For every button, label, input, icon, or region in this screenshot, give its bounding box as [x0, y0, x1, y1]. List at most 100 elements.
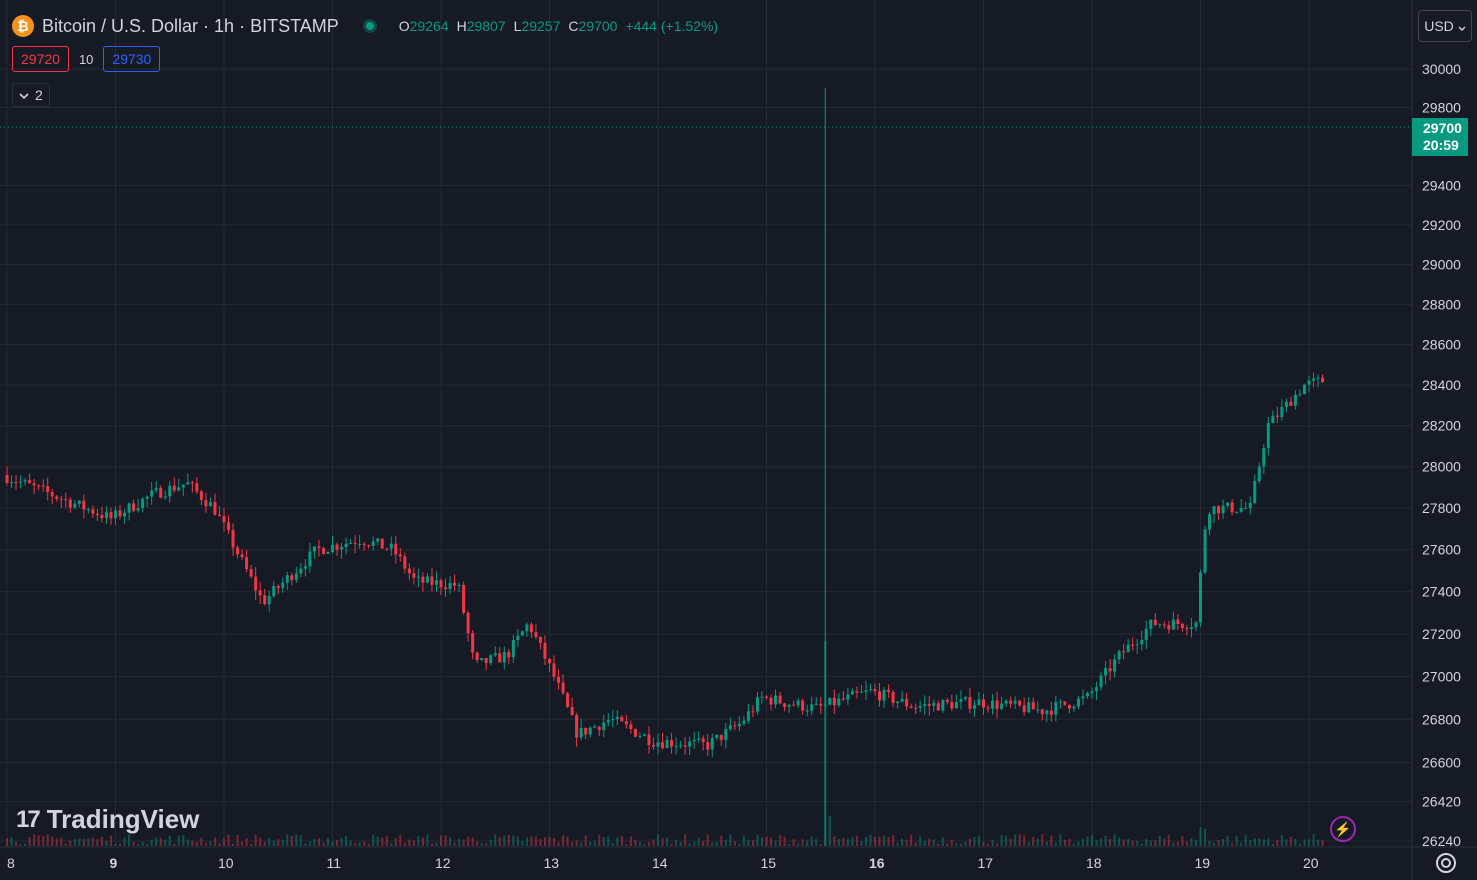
candle: [588, 726, 592, 738]
candle-body: [936, 703, 940, 711]
candle-body: [222, 516, 226, 523]
candle: [520, 630, 524, 637]
candle-body: [294, 573, 298, 581]
candle: [891, 689, 895, 708]
candle: [1090, 687, 1094, 699]
tradingview-logo[interactable]: 17 TradingView: [16, 804, 199, 835]
candle-body: [1063, 701, 1067, 705]
candle-body: [1095, 687, 1099, 692]
volume-bar: [1000, 835, 1003, 846]
candle: [597, 725, 601, 737]
candle: [679, 740, 683, 749]
candle-body: [1307, 380, 1311, 385]
candle: [611, 709, 615, 728]
volume-bar: [19, 843, 22, 846]
candle-body: [656, 742, 660, 747]
candle-body: [236, 547, 240, 555]
volume-bar: [539, 838, 542, 846]
volume-bar: [426, 834, 429, 846]
volume-bar: [602, 836, 605, 846]
candle-body: [706, 742, 710, 750]
market-status-icon[interactable]: [362, 19, 377, 33]
price-tick-label: 27600: [1422, 542, 1461, 558]
candle-body: [760, 696, 764, 698]
candle-body: [1009, 700, 1013, 704]
candle-body: [267, 596, 271, 605]
volume-bar: [1167, 835, 1170, 846]
candle-body: [787, 704, 791, 707]
sell-button[interactable]: 29720: [12, 46, 69, 72]
volume-bar: [693, 841, 696, 846]
volume-bar: [955, 842, 958, 846]
candle-body: [317, 546, 321, 548]
candle-body: [272, 585, 276, 597]
settings-icon[interactable]: [1436, 853, 1456, 873]
lightning-icon[interactable]: ⚡: [1330, 816, 1356, 842]
candle-body: [557, 676, 561, 683]
volume-bar: [760, 837, 763, 846]
volume-bar: [1312, 834, 1315, 846]
volume-bar: [589, 841, 592, 846]
candle: [887, 684, 891, 698]
volume-bar: [146, 843, 149, 846]
candle-body: [692, 739, 696, 742]
price-axis[interactable]: 30000 29800 29400 29200 29000 28800 28600 28400…: [1422, 61, 1461, 849]
volume-bar: [901, 838, 904, 846]
candle-body: [1302, 384, 1306, 395]
candle-body: [1208, 514, 1212, 530]
volume-bar: [498, 837, 501, 846]
candle-series[interactable]: [5, 88, 1477, 758]
candle: [245, 550, 249, 573]
volume-bar: [100, 836, 103, 846]
candle: [502, 646, 506, 670]
candle: [1321, 374, 1325, 383]
candle: [1076, 696, 1080, 710]
volume-bar: [295, 834, 298, 846]
volume-bar: [932, 839, 935, 846]
volume-bar: [996, 843, 999, 846]
time-axis[interactable]: 8 9 10 11 12 13 14 15 16 17 18 19 20: [7, 855, 1319, 871]
candle: [864, 680, 868, 700]
candle: [868, 683, 872, 693]
volume-bar: [28, 837, 31, 846]
candle: [1004, 699, 1008, 707]
candle-body: [710, 738, 714, 750]
candle-body: [986, 707, 990, 709]
indicators-toggle-button[interactable]: 2: [12, 83, 50, 107]
volume-bar: [236, 834, 239, 846]
candle: [349, 539, 353, 545]
candle: [28, 473, 32, 484]
candle-body: [914, 707, 918, 709]
price-tick-label: 27200: [1422, 626, 1461, 642]
candle: [466, 610, 470, 642]
candle-body: [715, 734, 719, 739]
volume-bar: [277, 838, 280, 846]
candle: [444, 578, 448, 597]
candle-body: [1113, 659, 1117, 672]
currency-button[interactable]: USD: [1418, 10, 1472, 42]
candle: [737, 716, 741, 732]
candle: [484, 657, 488, 670]
volume-bar: [675, 839, 678, 846]
candle-body: [584, 727, 588, 735]
candle-body: [493, 653, 497, 656]
time-tick-label: 16: [869, 855, 885, 871]
volume-bar: [1163, 838, 1166, 846]
volume-bar: [670, 843, 673, 846]
symbol-title[interactable]: Bitcoin / U.S. Dollar · 1h · BITSTAMP: [42, 15, 339, 36]
candle-body: [593, 726, 597, 728]
candle-body: [624, 721, 628, 725]
volume-bar: [304, 843, 307, 846]
candle: [1176, 614, 1180, 631]
candle-body: [1004, 700, 1008, 704]
volume-bar: [1276, 839, 1279, 846]
volume-bar: [679, 841, 682, 846]
buy-button[interactable]: 29730: [103, 46, 161, 72]
volume-bar: [593, 840, 596, 846]
volume-bar: [440, 835, 442, 846]
candle-body: [597, 726, 601, 731]
candle-body: [240, 554, 244, 558]
candle: [746, 703, 750, 724]
